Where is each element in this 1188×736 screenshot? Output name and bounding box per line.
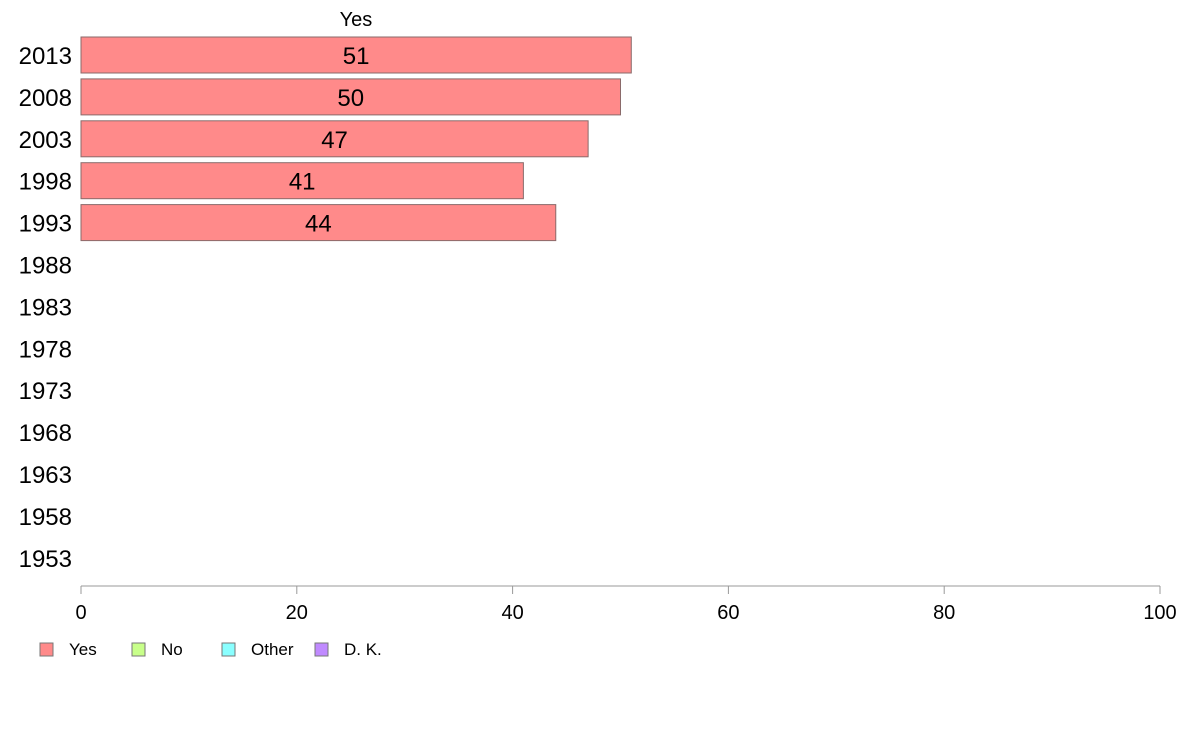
x-tick-label-0: 0	[75, 602, 86, 624]
bar-value-label-1998: 41	[289, 169, 316, 196]
legend-label-0: Yes	[69, 640, 97, 659]
category-label-2003: 2003	[19, 127, 72, 154]
bar-2003	[80, 120, 589, 158]
panel-title: Yes	[340, 9, 373, 31]
bar-1998	[80, 162, 524, 200]
x-tick-label-40: 40	[501, 602, 523, 624]
bar-2013	[80, 36, 632, 74]
bar-1993	[80, 204, 557, 242]
legend-swatch-0	[39, 642, 54, 657]
legend: Yes No Other D. K.	[39, 640, 382, 659]
category-label-1973: 1973	[19, 378, 72, 405]
category-label-2008: 2008	[19, 85, 72, 112]
legend-swatch-1	[131, 642, 146, 657]
legend-label-3: D. K.	[344, 640, 382, 659]
category-label-1978: 1978	[19, 336, 72, 363]
category-label-1953: 1953	[19, 546, 72, 573]
legend-swatch-2	[221, 642, 236, 657]
bar-value-label-2003: 47	[321, 127, 348, 154]
x-axis: 0 20 40 60 80 100	[75, 585, 1177, 624]
x-tick-label-20: 20	[286, 602, 308, 624]
category-label-1983: 1983	[19, 294, 72, 321]
category-label-1998: 1998	[19, 169, 72, 196]
category-label-1968: 1968	[19, 420, 72, 447]
bar-value-label-2013: 51	[343, 43, 370, 70]
bar-2008	[80, 78, 621, 116]
bar-value-label-1993: 44	[305, 211, 332, 238]
x-tick-label-80: 80	[933, 602, 955, 624]
bar-value-label-2008: 50	[337, 85, 364, 112]
x-tick-label-100: 100	[1143, 602, 1176, 624]
category-label-1988: 1988	[19, 253, 72, 280]
category-label-1958: 1958	[19, 504, 72, 531]
legend-swatch-3	[314, 642, 329, 657]
category-labels: 2013 2008 2003 1998 1993 1988 1983 1978 1973 1968…	[19, 43, 72, 573]
category-label-2013: 2013	[19, 43, 72, 70]
category-label-1963: 1963	[19, 462, 72, 489]
x-tick-label-60: 60	[717, 602, 739, 624]
category-label-1993: 1993	[19, 211, 72, 238]
legend-label-1: No	[161, 640, 183, 659]
legend-label-2: Other	[251, 640, 294, 659]
